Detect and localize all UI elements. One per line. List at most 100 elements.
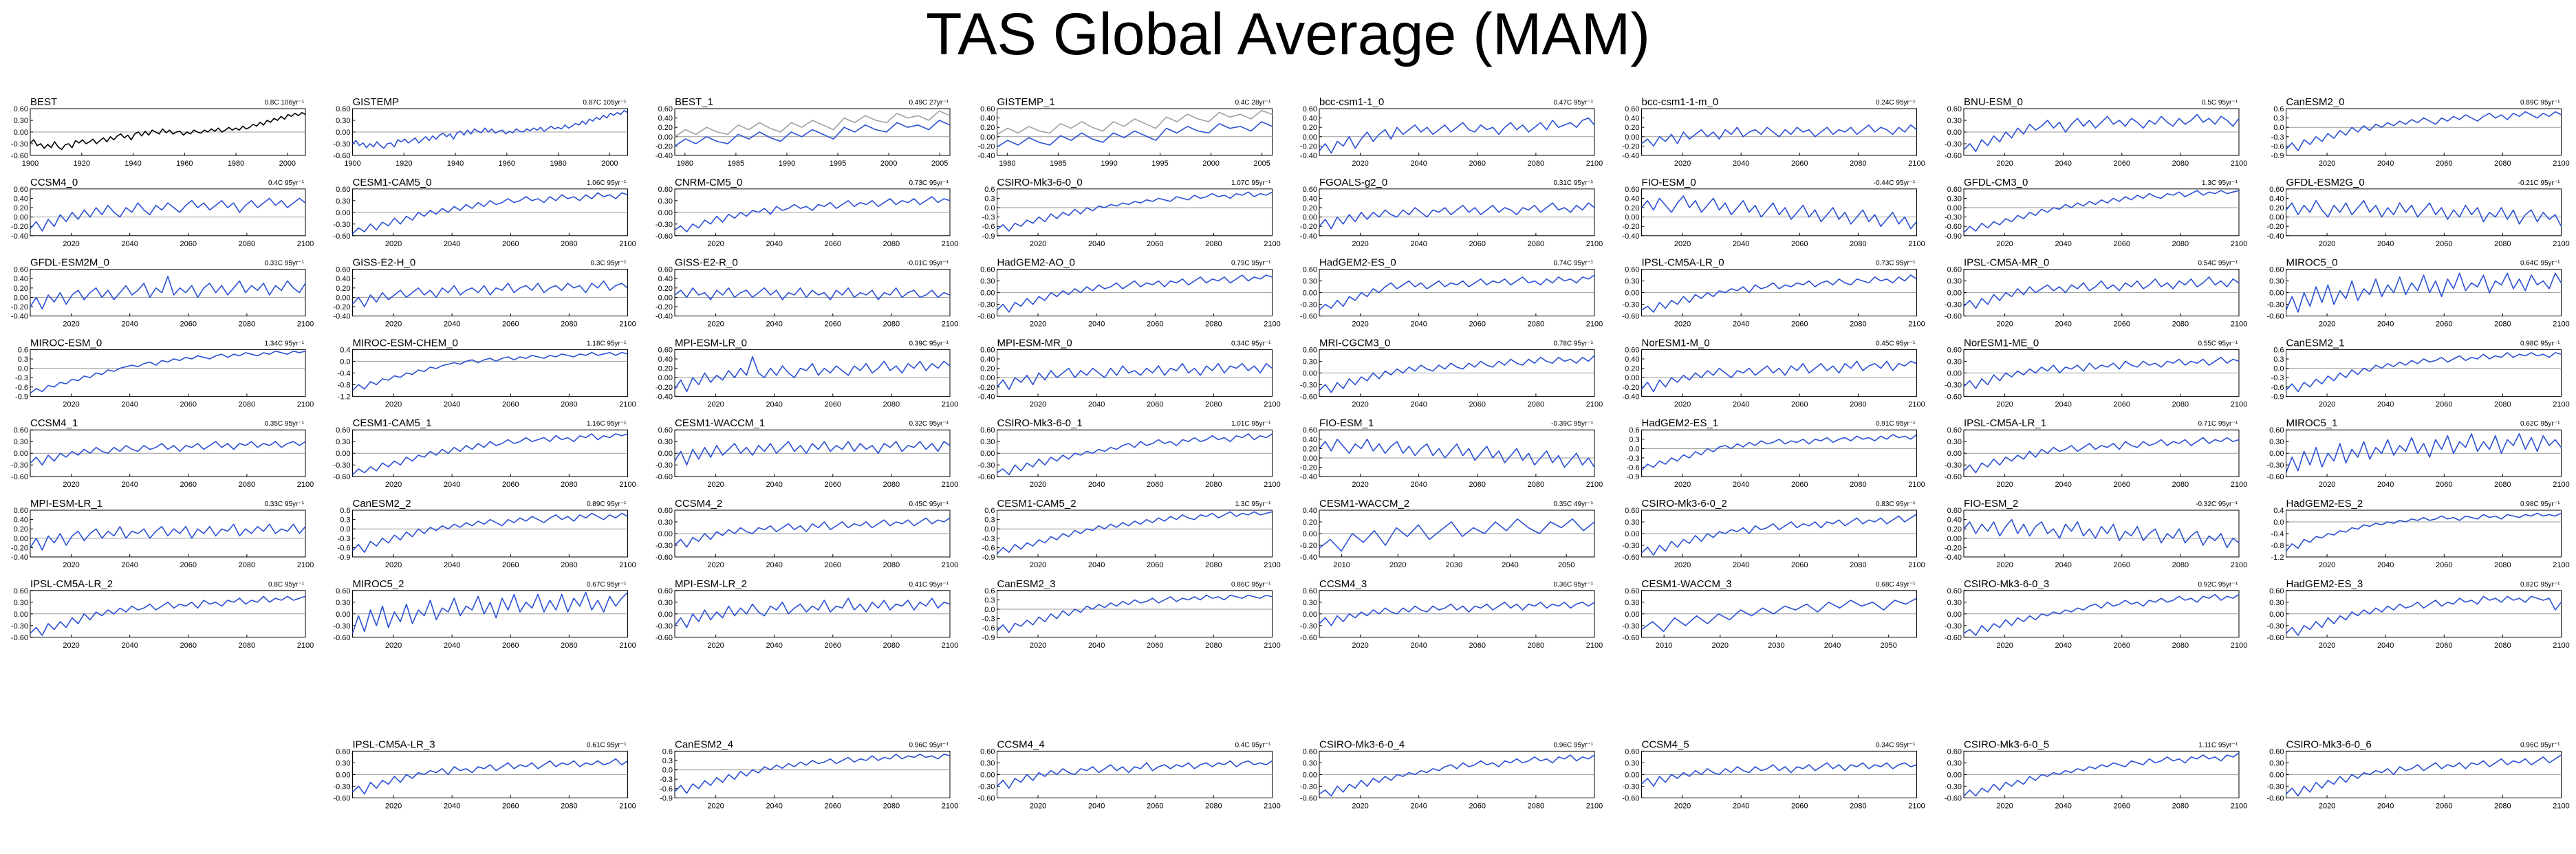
y-tick-label: 0.0 — [18, 365, 28, 373]
trend-label: -0.01C 95yr⁻¹ — [907, 260, 949, 267]
trend-label: 0.54C 95yr⁻¹ — [2198, 260, 2238, 267]
chart-panel: FIO-ESM_0 -0.44C 95yr⁻¹0.600.400.200.00-0… — [1622, 177, 1925, 248]
x-tick-label: 2100 — [297, 400, 314, 408]
chart-title: CSIRO-Mk3-6-0_6 — [2286, 738, 2372, 750]
x-tick-label: 2020 — [707, 481, 724, 489]
x-tick-label: 2100 — [297, 240, 314, 248]
series-line — [30, 441, 306, 466]
x-tick-label: 2060 — [2436, 481, 2452, 489]
y-tick-label: 0.00 — [1625, 530, 1639, 538]
y-tick-label: 0.60 — [1947, 105, 1962, 113]
trend-label: 0.87C 105yr⁻¹ — [583, 99, 627, 107]
y-tick-label: -0.60 — [333, 794, 350, 802]
series-line — [1641, 514, 1917, 556]
chart-title: CanESM2_3 — [997, 578, 1056, 590]
y-tick-label: -0.3 — [660, 776, 673, 784]
chart-panel: MIROC5_1 0.62C 95yr⁻¹ 0.60 0.30 0.00 -0.30 -0.… — [2266, 417, 2569, 489]
series-line — [1641, 434, 1917, 471]
y-tick-label: -0.40 — [656, 152, 673, 160]
plot-frame — [30, 269, 306, 317]
x-tick-label: 2100 — [297, 481, 314, 489]
chart-panel: MPI-ESM-LR_0 0.39C 95yr⁻¹ 0.600.400.200.00… — [656, 337, 958, 408]
trend-label: 0.8C 95yr⁻¹ — [268, 581, 305, 589]
y-tick-label: 0.20 — [1947, 525, 1962, 534]
x-tick-label: 2030 — [1446, 561, 1462, 569]
y-tick-label: 0.60 — [980, 747, 995, 756]
x-tick-label: 2040 — [2377, 561, 2394, 569]
chart-title: MIROC5_1 — [2286, 417, 2338, 429]
x-tick-label: 2020 — [707, 240, 724, 248]
chart-panel: CanESM2_3 0.86C 95yr⁻¹ 0.60.3 0.0-0.3-0.6-0… — [982, 578, 1281, 650]
y-tick-label: -0.20 — [656, 384, 673, 392]
x-tick-label: 2080 — [1205, 400, 1222, 408]
x-tick-label: 2100 — [2231, 320, 2247, 329]
y-tick-label: 0.00 — [1947, 611, 1962, 619]
x-tick-label: 2060 — [2114, 240, 2130, 248]
series-line — [2285, 754, 2562, 797]
y-tick-label: 0.40 — [1303, 115, 1317, 123]
chart-panel: GISS-E2-R_0 -0.01C 95yr⁻¹ 0.600.40 0.200.00… — [656, 257, 958, 329]
y-tick-label: 0.40 — [1303, 436, 1317, 444]
y-tick-label: 0.00 — [2269, 214, 2284, 222]
y-tick-label: 0.60 — [658, 587, 673, 595]
y-tick-label: 0.3 — [2273, 115, 2284, 123]
y-tick-label: 0.20 — [336, 285, 350, 293]
y-tick-label: 0.60 — [1303, 266, 1317, 274]
y-tick-label: -0.40 — [1622, 232, 1639, 241]
x-tick-label: 2060 — [1469, 481, 1486, 489]
x-tick-label: 2100 — [297, 320, 314, 329]
chart-panel: MIROC-ESM-CHEM_0 1.18C 95yr⁻¹ 0.4 0.0 -0.4 -0… — [338, 337, 636, 408]
y-tick-label: 0.40 — [14, 516, 28, 525]
y-tick-label: -0.40 — [1300, 554, 1317, 562]
x-tick-label: 2080 — [1205, 481, 1222, 489]
chart-panel: IPSL-CM5A-LR_3 0.61C 95yr⁻¹ 0.60 0.30 0.00 -0… — [333, 738, 636, 810]
series-line — [1641, 360, 1917, 393]
x-tick-label: 2100 — [942, 240, 958, 248]
y-tick-label: -0.20 — [1300, 223, 1317, 231]
x-tick-label: 2020 — [1674, 481, 1691, 489]
y-tick-label: -0.30 — [1622, 782, 1639, 791]
plot-frame — [997, 510, 1273, 558]
x-tick-label: 2040 — [1088, 642, 1105, 650]
y-tick-label: -0.9 — [982, 634, 995, 642]
y-tick-label: 0.00 — [1303, 289, 1317, 298]
y-tick-label: 0.00 — [1303, 530, 1317, 538]
plot-frame — [2286, 349, 2562, 397]
x-tick-label: 2000 — [279, 160, 296, 168]
trend-label: 0.89C 95yr⁻¹ — [587, 501, 627, 508]
y-tick-label: 0.00 — [336, 129, 350, 137]
x-tick-label: 2100 — [1908, 240, 1925, 248]
x-tick-label: 2100 — [942, 320, 958, 329]
y-tick-label: -0.30 — [2266, 782, 2284, 791]
x-tick-label: 2060 — [2436, 320, 2452, 329]
x-tick-label: 2100 — [1264, 481, 1280, 489]
x-tick-label: 2040 — [766, 802, 782, 810]
plot-frame — [2286, 188, 2562, 237]
y-tick-label: -0.9 — [2271, 152, 2284, 160]
chart-title: MIROC-ESM-CHEM_0 — [353, 337, 458, 349]
x-tick-label: 2040 — [1502, 561, 1518, 569]
x-tick-label: 2100 — [1264, 561, 1280, 569]
y-tick-label: -0.60 — [1945, 794, 1962, 802]
x-tick-label: 1920 — [74, 160, 90, 168]
trend-label: 1.06C 95yr⁻¹ — [587, 179, 627, 187]
x-tick-label: 2040 — [2055, 320, 2071, 329]
y-tick-label: 0.60 — [1947, 426, 1962, 435]
y-tick-label: 0.3 — [984, 195, 995, 203]
trend-label: -0.21C 95yr⁻¹ — [2518, 179, 2561, 187]
y-tick-label: -0.30 — [333, 622, 350, 631]
x-tick-label: 2100 — [1586, 320, 1603, 329]
series-line — [1963, 276, 2240, 309]
x-tick-label: 2100 — [1264, 400, 1280, 408]
chart-panel: HadGEM2-ES_0 0.74C 95yr⁻¹ 0.60 0.30 0.00 -0.3… — [1300, 257, 1603, 329]
trend-label: 0.96C 95yr⁻¹ — [2520, 741, 2560, 749]
chart-panel: CESM1-CAM5_0 1.06C 95yr⁻¹ 0.60 0.30 0.00 -0.3… — [333, 177, 636, 248]
y-tick-label: 0.30 — [658, 518, 673, 527]
y-tick-label: 0.00 — [14, 294, 28, 302]
x-tick-label: 1995 — [830, 160, 846, 168]
x-tick-label: 2040 — [1410, 802, 1427, 810]
x-tick-label: 2060 — [1791, 400, 1808, 408]
chart-title: HadGEM2-ES_3 — [2286, 578, 2363, 590]
y-tick-label: 0.00 — [1625, 133, 1639, 142]
y-tick-label: 0.20 — [1625, 124, 1639, 132]
